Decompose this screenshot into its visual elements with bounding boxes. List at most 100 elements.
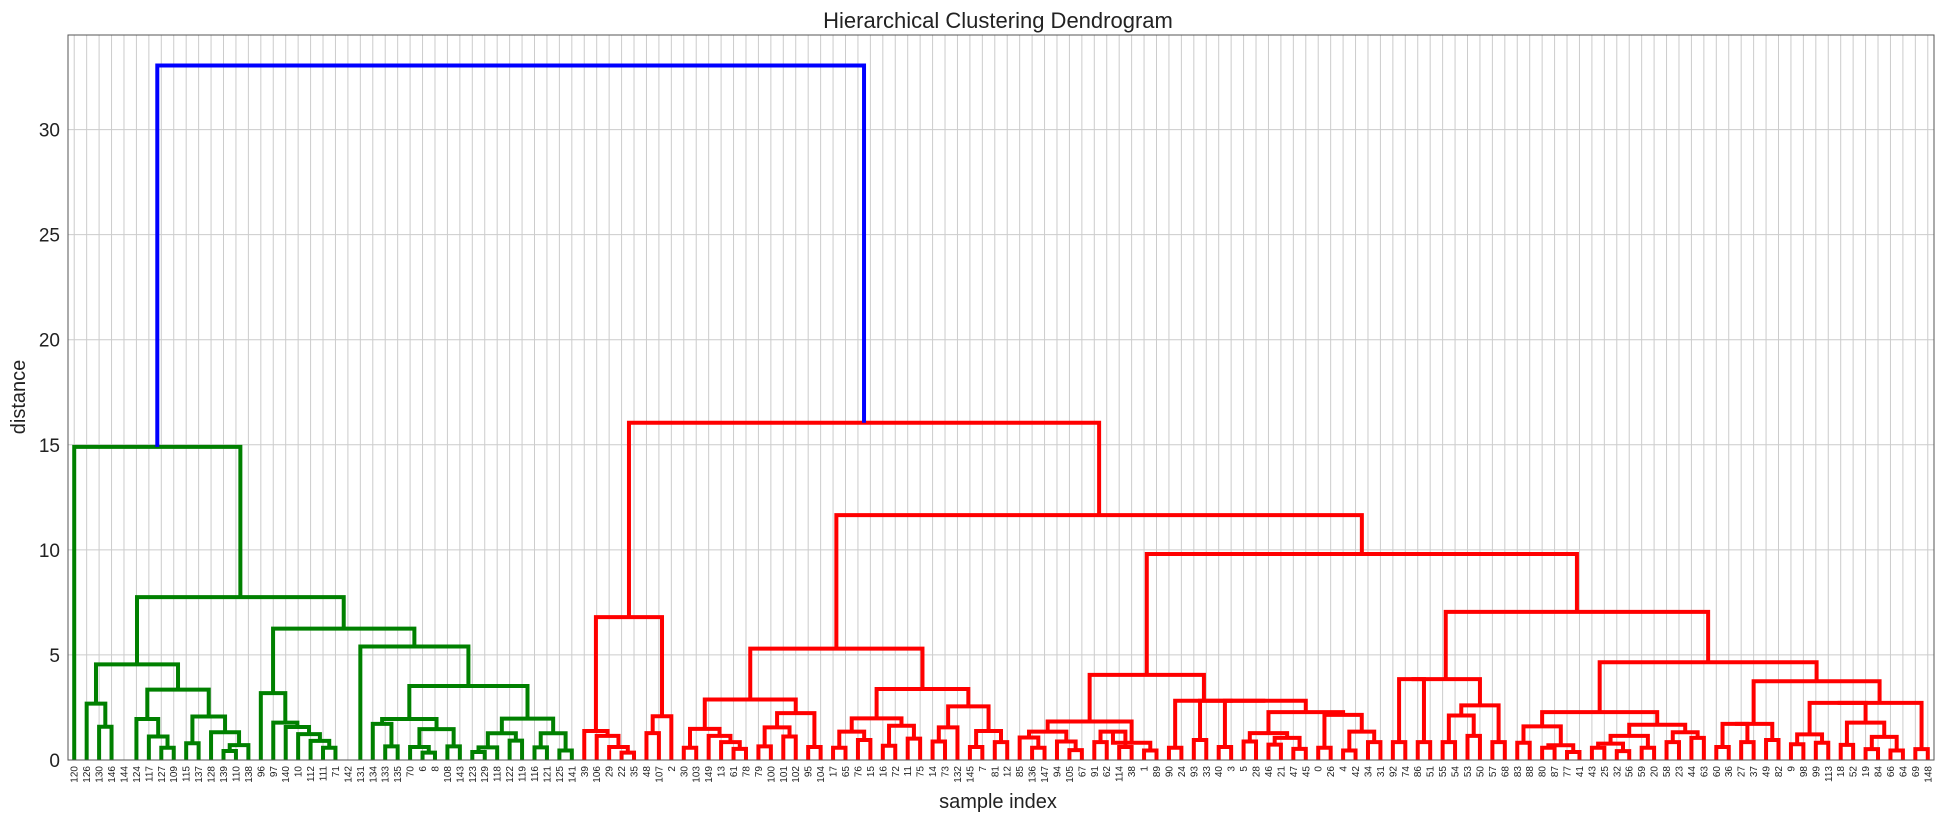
x-tick-label: 70 xyxy=(406,766,417,778)
x-tick-label: 83 xyxy=(1513,766,1524,778)
x-tick-label: 26 xyxy=(1326,766,1337,778)
x-tick-label: 142 xyxy=(343,766,354,783)
x-tick-label: 77 xyxy=(1563,766,1574,778)
x-tick-label: 120 xyxy=(70,766,81,783)
x-tick-label: 65 xyxy=(841,766,852,778)
dendrogram-link xyxy=(1067,748,1084,760)
dendrogram-link xyxy=(538,731,568,751)
dendrogram-link xyxy=(209,730,242,760)
x-tick-label: 61 xyxy=(729,766,740,778)
x-tick-label: 0 xyxy=(1314,766,1325,772)
x-tick-label: 18 xyxy=(1836,766,1847,778)
dendrogram-link xyxy=(1142,748,1159,760)
dendrogram-link xyxy=(507,738,525,760)
x-tick-label: 90 xyxy=(1164,766,1175,778)
x-tick-label: 53 xyxy=(1463,766,1474,778)
x-tick-label: 57 xyxy=(1488,766,1499,778)
dendrogram-link xyxy=(445,744,462,760)
x-tick-label: 42 xyxy=(1351,766,1362,778)
dendrogram-link xyxy=(974,729,1003,747)
dendrogram-link xyxy=(1465,733,1482,760)
dendrogram-link xyxy=(762,725,792,747)
x-tick-label: 2 xyxy=(667,766,678,772)
dendrogram-link xyxy=(831,745,848,760)
x-tick-label: 72 xyxy=(891,766,902,778)
x-tick-label: 88 xyxy=(1525,766,1536,778)
dendrogram-link xyxy=(370,721,394,760)
dendrogram-link xyxy=(681,745,699,760)
dendrogram-link xyxy=(834,513,1364,649)
x-tick-label: 55 xyxy=(1438,766,1449,778)
dendrogram-link xyxy=(1322,712,1364,748)
dendrogram-link xyxy=(1316,745,1333,760)
dendrogram-link xyxy=(1788,742,1806,760)
x-tick-label: 133 xyxy=(381,766,392,783)
x-tick-label: 101 xyxy=(779,766,790,783)
dendrogram-link xyxy=(1030,745,1047,760)
dendrogram-link xyxy=(1734,721,1775,741)
x-tick-label: 97 xyxy=(269,766,280,778)
x-tick-label: 22 xyxy=(617,766,628,778)
x-tick-label: 41 xyxy=(1575,766,1586,778)
dendrogram-link xyxy=(905,736,923,760)
dendrogram-link xyxy=(84,701,108,760)
x-tick-label: 111 xyxy=(319,766,330,782)
dendrogram-link xyxy=(1838,742,1856,760)
x-tick-label: 104 xyxy=(816,766,827,783)
y-tick-label: 5 xyxy=(49,646,60,667)
dendrogram-link xyxy=(1863,747,1881,760)
dendrogram-link xyxy=(626,420,1102,618)
x-tick-label: 96 xyxy=(256,766,267,778)
x-tick-label: 23 xyxy=(1674,766,1685,778)
dendrogram-link xyxy=(1446,713,1476,743)
x-tick-label: 125 xyxy=(555,766,566,783)
y-tick-label: 30 xyxy=(39,121,60,142)
x-tick-label: 49 xyxy=(1762,766,1773,778)
dendrogram-link xyxy=(775,711,817,747)
x-tick-label: 122 xyxy=(505,766,516,783)
x-tick-label: 107 xyxy=(654,766,665,783)
dendrogram-link xyxy=(967,744,985,760)
dendrogram-link xyxy=(321,745,338,760)
dendrogram-link xyxy=(781,734,798,760)
dendrogram-link xyxy=(1390,740,1408,760)
x-tick-label: 139 xyxy=(219,766,230,783)
x-tick-label: 115 xyxy=(182,766,193,782)
x-tick-label: 5 xyxy=(1239,766,1250,772)
dendrogram-link xyxy=(417,727,456,747)
dendrogram-link xyxy=(1291,746,1308,760)
dendrogram-link xyxy=(1540,745,1557,760)
x-tick-label: 62 xyxy=(1102,766,1113,778)
x-tick-label: 66 xyxy=(1886,766,1897,778)
x-tick-label: 46 xyxy=(1264,766,1275,778)
x-tick-label: 1 xyxy=(1140,766,1151,772)
dendrogram-link xyxy=(1272,735,1302,749)
chart-title: Hierarchical Clustering Dendrogram xyxy=(823,8,1173,33)
x-tick-label: 148 xyxy=(1923,766,1934,783)
dendrogram-link xyxy=(1098,729,1128,747)
x-tick-label: 27 xyxy=(1737,766,1748,778)
dendrogram-link xyxy=(134,717,161,760)
x-tick-label: 123 xyxy=(468,766,479,783)
x-tick-label: 127 xyxy=(157,766,168,783)
x-tick-label: 13 xyxy=(717,766,728,778)
dendrogram-link xyxy=(688,726,722,748)
y-tick-label: 15 xyxy=(39,436,60,457)
x-tick-label: 71 xyxy=(331,766,342,778)
x-tick-label: 68 xyxy=(1500,766,1511,778)
dendrogram-link xyxy=(1216,744,1234,760)
dendrogram-link xyxy=(1144,552,1579,675)
x-tick-label: 129 xyxy=(480,766,491,783)
dendrogram-link xyxy=(190,714,228,744)
x-tick-label: 33 xyxy=(1202,766,1213,778)
x-tick-label: 15 xyxy=(866,766,877,778)
dendrogram-link xyxy=(1664,740,1681,760)
x-tick-label: 110 xyxy=(231,766,242,782)
x-tick-label: 92 xyxy=(1388,766,1399,778)
x-tick-label: 106 xyxy=(592,766,603,783)
dendrogram-link xyxy=(806,744,823,760)
dendrogram-link xyxy=(258,691,288,760)
dendrogram-link xyxy=(619,750,637,760)
